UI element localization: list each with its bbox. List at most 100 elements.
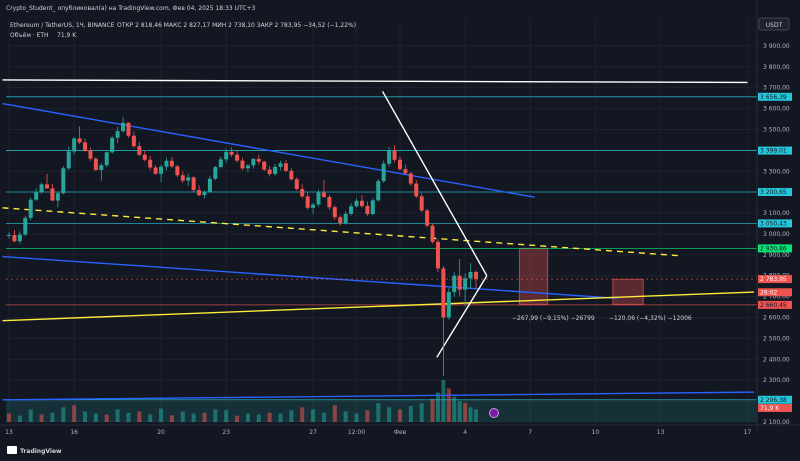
x-tick-label: 10 <box>592 429 600 436</box>
x-tick-label: Фев <box>394 429 407 436</box>
candle-body <box>316 192 321 205</box>
volume-bar <box>224 410 229 422</box>
level-price-tag[interactable] <box>758 146 792 155</box>
measure-label: −120,06 (−4,32%) −12006 <box>609 315 692 322</box>
x-tick-label: 16 <box>70 429 78 436</box>
candle-body <box>419 196 424 211</box>
level-price-tag[interactable] <box>758 92 792 101</box>
candle-body <box>55 193 60 201</box>
y-tick-label: 2 900,00 <box>763 252 790 259</box>
current-price-tag <box>758 288 792 297</box>
x-tick-label: 23 <box>222 429 230 436</box>
candle-body <box>164 160 169 167</box>
candle-body <box>235 154 240 161</box>
candle-body <box>224 151 229 160</box>
volume-bar <box>430 398 435 422</box>
candle-body <box>327 196 332 208</box>
volume-bar <box>17 415 22 422</box>
candle-body <box>153 167 158 174</box>
candles <box>7 116 478 376</box>
x-tick-label: 20 <box>157 429 165 436</box>
measure-box[interactable] <box>518 247 549 305</box>
candle-body <box>463 278 468 290</box>
trendline[interactable] <box>2 207 683 257</box>
candle-body <box>191 177 196 191</box>
candle-body <box>240 160 245 169</box>
x-tick-label: 4 <box>463 429 467 436</box>
candle-body <box>408 173 413 184</box>
candle-body <box>50 188 55 201</box>
candle-body <box>392 150 397 160</box>
y-tick-label: 2 300,00 <box>763 377 790 384</box>
volume-bar <box>365 410 370 422</box>
candle-body <box>121 122 126 132</box>
volume-bar <box>354 413 359 422</box>
volume-bar <box>39 414 44 422</box>
candle-body <box>256 158 261 162</box>
trendline[interactable] <box>2 255 618 300</box>
candle-body <box>175 166 180 176</box>
candle-body <box>370 200 375 215</box>
candle-body <box>45 184 50 189</box>
trendline[interactable] <box>2 391 755 401</box>
volume-bar <box>159 408 164 422</box>
current-price-text: 26:02 <box>760 289 777 296</box>
volume-bar <box>115 409 120 422</box>
x-tick-label: 7 <box>528 429 532 436</box>
trendline[interactable] <box>381 91 488 277</box>
volume-bar <box>311 409 316 422</box>
volume-bar <box>93 413 98 422</box>
ohlc-values: ОТКР 2 818,46 МАКС 2 827,17 МИН 2 738,10… <box>117 22 356 29</box>
candle-body <box>435 241 440 269</box>
y-tick-label: 3 300,00 <box>763 168 790 175</box>
x-tick-label: 13 <box>657 429 665 436</box>
level-price-tag[interactable] <box>758 395 792 404</box>
volume-bar <box>180 411 185 422</box>
level-price-text: 2 206,38 <box>760 397 787 404</box>
volume-bar <box>387 407 392 422</box>
candle-body <box>354 200 359 207</box>
level-price-tag[interactable] <box>758 300 792 309</box>
candle-body <box>289 170 294 180</box>
candle-body <box>267 169 272 174</box>
level-price-tag[interactable] <box>758 244 792 253</box>
candle-body <box>115 131 120 138</box>
candle-body <box>381 163 386 182</box>
currency-button[interactable] <box>758 17 790 31</box>
candle-body <box>99 165 104 171</box>
y-tick-label: 3 500,00 <box>763 126 790 133</box>
publisher-line: Crypto_Student_ опубликовал(а) на Tradin… <box>6 5 256 12</box>
candle-body <box>273 166 278 174</box>
candle-body <box>61 168 66 194</box>
volume-bar <box>104 414 109 422</box>
trendline[interactable] <box>2 102 535 198</box>
candle-body <box>359 200 364 206</box>
trendline[interactable] <box>436 275 488 358</box>
level-price-text: 2 930,86 <box>760 245 787 252</box>
event-marker-icon[interactable] <box>489 408 499 418</box>
candle-body <box>180 175 185 181</box>
candle-body <box>468 271 473 279</box>
level-price-tag[interactable] <box>758 188 792 197</box>
candle-body <box>332 207 337 218</box>
candle-body <box>137 146 142 155</box>
y-tick-label: 2 100,00 <box>763 419 790 426</box>
y-tick-label: 3 000,00 <box>763 231 790 238</box>
candle-body <box>365 205 370 215</box>
candle-body <box>403 169 408 174</box>
measure-box[interactable] <box>612 278 644 305</box>
y-tick-label: 2 400,00 <box>763 356 790 363</box>
volume-bar <box>169 415 174 422</box>
candle-body <box>126 122 131 136</box>
trendline[interactable] <box>2 79 748 84</box>
y-tick-label: 2 500,00 <box>763 335 790 342</box>
level-price-tag[interactable] <box>758 219 792 228</box>
candle-body <box>83 142 88 151</box>
volume-bar <box>463 403 468 422</box>
y-tick-label: 3 900,00 <box>763 43 790 50</box>
x-tick-label: 17 <box>744 429 752 436</box>
volume-bar <box>256 414 261 422</box>
trendline[interactable] <box>2 291 755 322</box>
volume-bar <box>468 407 473 422</box>
